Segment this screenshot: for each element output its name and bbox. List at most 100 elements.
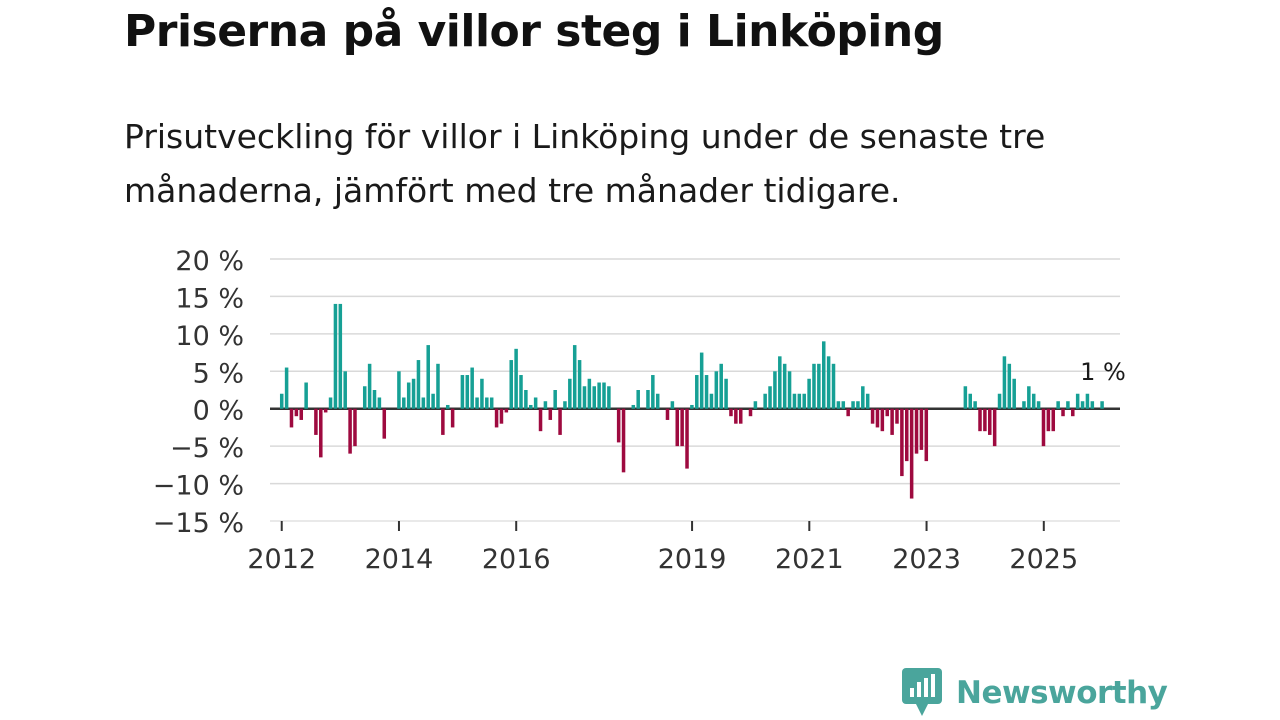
- bar: [319, 408, 323, 458]
- bar: [690, 404, 694, 409]
- bar: [768, 386, 772, 409]
- newsworthy-logo: Newsworthy: [902, 668, 1168, 718]
- bar: [724, 378, 728, 409]
- bar: [602, 382, 606, 409]
- bar: [328, 397, 333, 409]
- bar: [1036, 401, 1041, 409]
- x-tick-label: 2014: [365, 544, 434, 575]
- bar: [558, 408, 562, 435]
- bar: [841, 401, 846, 409]
- bar: [909, 408, 914, 499]
- bar: [470, 367, 474, 409]
- bar: [978, 408, 982, 432]
- bar: [416, 360, 421, 409]
- bar: [616, 408, 621, 443]
- bar: [655, 393, 660, 409]
- bar: [1046, 408, 1051, 432]
- bar: [919, 408, 924, 450]
- bar: [568, 378, 572, 409]
- bar: [553, 390, 557, 409]
- bar: [460, 375, 465, 409]
- bar: [1007, 363, 1012, 409]
- last-value-label: 1 %: [1080, 358, 1126, 386]
- bar: [914, 408, 919, 454]
- bar: [1012, 378, 1016, 409]
- bar: [592, 386, 597, 409]
- bar: [748, 408, 753, 417]
- bar: [1051, 408, 1056, 432]
- bar: [851, 401, 855, 409]
- bar: [836, 401, 841, 409]
- bar: [865, 393, 870, 409]
- bar: [719, 363, 723, 409]
- y-tick-label: 20 %: [175, 246, 244, 277]
- bar: [875, 408, 880, 428]
- bar: [992, 408, 997, 447]
- bar: [607, 386, 611, 409]
- bar: [817, 363, 821, 409]
- y-axis-labels: 20 % 15 % 10 % 5 % 0 % −5 % −10 % −15 %: [153, 246, 244, 539]
- x-tick-label: 2021: [775, 544, 844, 575]
- bar: [1080, 401, 1085, 409]
- bar: [753, 401, 758, 409]
- bar: [890, 408, 894, 435]
- bar: [968, 393, 972, 409]
- bar: [485, 397, 489, 409]
- y-tick-label: 5 %: [193, 358, 244, 389]
- bar: [421, 397, 426, 409]
- bar: [299, 408, 304, 420]
- bar: [665, 408, 670, 420]
- bar: [441, 408, 445, 435]
- bar: [1085, 393, 1090, 409]
- bar: [738, 408, 743, 424]
- bar: [1041, 408, 1046, 447]
- bar: [704, 375, 709, 409]
- bar: [651, 375, 655, 409]
- y-tick-label: −10 %: [153, 471, 244, 502]
- bar: [509, 360, 513, 409]
- bar: [924, 408, 929, 462]
- bar: [695, 375, 699, 409]
- bar: [861, 386, 865, 409]
- bar: [1075, 393, 1080, 409]
- bar: [846, 408, 850, 417]
- bar: [494, 408, 499, 428]
- bar: [402, 397, 406, 409]
- bar: [821, 341, 826, 409]
- bar: [426, 345, 430, 409]
- x-axis: 2012 2014 2016 2019 2021 2023 2025: [247, 520, 1120, 575]
- bar: [675, 408, 680, 447]
- bar: [1066, 401, 1070, 409]
- bar: [284, 367, 289, 409]
- bar: [699, 352, 704, 409]
- bar: [1002, 356, 1007, 409]
- bar: [353, 408, 357, 447]
- bar: [348, 408, 352, 454]
- bar: [905, 408, 909, 462]
- bar: [885, 408, 889, 417]
- bar: [597, 382, 601, 409]
- bar: [323, 408, 328, 413]
- bar: [445, 404, 450, 409]
- bar: [465, 375, 470, 409]
- bar: [773, 371, 777, 409]
- bar: [1056, 401, 1060, 409]
- bar: [973, 401, 977, 409]
- bar: [489, 397, 494, 409]
- bar: [1027, 386, 1031, 409]
- bar: [988, 408, 992, 435]
- bar: [963, 386, 968, 409]
- grid-lines: [270, 258, 1120, 522]
- bar: [480, 378, 484, 409]
- bar: [372, 390, 377, 409]
- bar: [807, 378, 811, 409]
- newsworthy-logo-icon: [902, 668, 942, 716]
- bar: [880, 408, 885, 432]
- bar: [362, 386, 367, 409]
- bar: [1022, 401, 1026, 409]
- bar: [870, 408, 875, 424]
- bar: [631, 404, 636, 409]
- bar: [411, 378, 416, 409]
- bar: [406, 382, 411, 409]
- bar: [802, 393, 806, 409]
